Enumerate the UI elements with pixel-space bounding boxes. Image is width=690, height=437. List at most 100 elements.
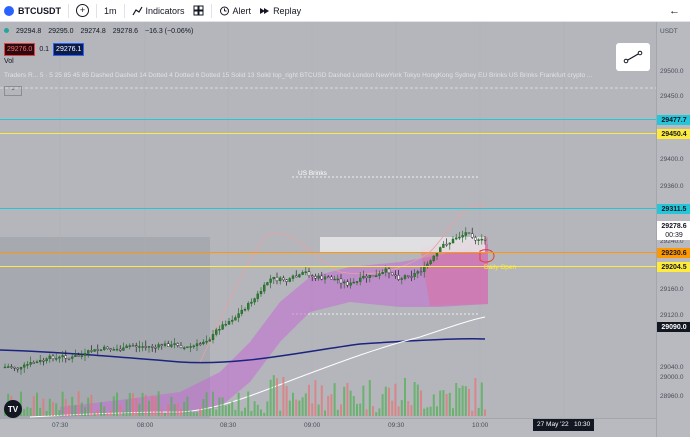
candle-body xyxy=(67,357,71,360)
templates-button[interactable] xyxy=(189,0,208,22)
candle-body xyxy=(480,238,483,241)
volume-bar xyxy=(445,393,448,416)
interval-button[interactable]: 1m xyxy=(100,0,121,22)
volume-bar xyxy=(394,383,397,416)
volume-bar xyxy=(199,407,202,416)
volume-bar xyxy=(423,408,426,416)
volume-bar xyxy=(55,403,58,416)
candle-body xyxy=(323,276,327,280)
divider xyxy=(123,3,125,18)
candle-body xyxy=(131,345,135,347)
candle-body xyxy=(423,266,426,272)
compare-button[interactable]: + xyxy=(72,0,93,22)
candle-body xyxy=(179,345,183,349)
us-brinks-label: US Brinks xyxy=(298,170,327,177)
alert-button[interactable]: Alert xyxy=(215,0,256,22)
volume-bar xyxy=(221,397,224,416)
volume-bar xyxy=(164,412,166,416)
volume-bar xyxy=(416,384,419,416)
volume-bar xyxy=(183,401,186,416)
candle-body xyxy=(48,355,51,359)
price-tick: 29000.0 xyxy=(660,374,684,381)
price-tick: 29500.0 xyxy=(660,68,684,75)
volume-bar xyxy=(336,409,339,416)
price-tag-orange: 29230.6 xyxy=(657,248,690,258)
volume-bar xyxy=(378,408,381,416)
range-box xyxy=(320,237,485,252)
candle-body xyxy=(275,276,279,282)
candle-body xyxy=(259,291,263,295)
interval-label: 1m xyxy=(104,5,117,16)
indicator-value-red: 29276.0 xyxy=(4,43,36,56)
candle-body xyxy=(189,346,192,348)
replay-button[interactable]: Replay xyxy=(255,0,305,22)
candle-body xyxy=(234,317,237,321)
candle-body xyxy=(144,346,148,348)
volume-bar xyxy=(100,402,102,416)
ohlc-change: −16.3 (−0.06%) xyxy=(145,28,194,35)
volume-bar xyxy=(343,386,346,416)
candle-body xyxy=(285,279,288,282)
volume-bar xyxy=(324,410,326,416)
volume-bar xyxy=(330,394,333,416)
collapse-legend-button[interactable]: ⌃ xyxy=(4,86,22,96)
back-button[interactable]: ← xyxy=(665,0,684,22)
volume-bar xyxy=(320,385,323,416)
volume-bar xyxy=(32,395,35,416)
candle-body xyxy=(429,260,432,265)
candle-body xyxy=(330,276,333,280)
symbol-search[interactable]: BTCUSDT xyxy=(0,0,65,22)
candle-body xyxy=(198,343,202,345)
candle-body xyxy=(224,324,228,326)
volume-bar xyxy=(458,387,461,416)
volume-bar xyxy=(228,404,230,416)
price-axis[interactable]: USDT 29500.0 29450.0 29400.0 29360.0 292… xyxy=(656,22,690,437)
volume-bar xyxy=(292,392,294,416)
volume-bar xyxy=(160,409,163,416)
volume-bar xyxy=(474,378,477,416)
traders-indicator-legend[interactable]: Traders R... 5 · 5 25 85 45 85 Dashed Da… xyxy=(4,72,644,79)
candle-body xyxy=(51,355,55,359)
volume-bar xyxy=(484,409,486,416)
volume-bar xyxy=(375,412,378,416)
candle-body xyxy=(109,348,112,350)
tradingview-logo-icon[interactable]: TV xyxy=(4,400,22,418)
candle-body xyxy=(58,356,61,359)
volume-bar xyxy=(74,405,77,416)
candle-body xyxy=(122,347,125,351)
candle-body xyxy=(298,274,301,278)
volume-bar xyxy=(119,405,122,416)
candle-body xyxy=(118,348,122,351)
candle-body xyxy=(384,268,387,273)
level-line-yellow xyxy=(0,133,656,134)
trendline-tool-button[interactable] xyxy=(616,43,650,71)
candle-body xyxy=(99,349,103,351)
price-tick: 29360.0 xyxy=(660,183,684,190)
candle-body xyxy=(154,347,157,349)
candle-body xyxy=(378,273,381,276)
candle-body xyxy=(243,309,247,311)
candlestick-series xyxy=(3,227,487,375)
candle-body xyxy=(365,276,368,278)
chart-graphics xyxy=(0,22,656,437)
volume-bar xyxy=(141,392,144,416)
volume-bar xyxy=(471,410,474,416)
daily-open-label: Daily Open xyxy=(484,264,517,271)
volume-bar xyxy=(154,397,157,416)
candle-body xyxy=(61,355,64,358)
candle-body xyxy=(471,233,474,238)
candle-body xyxy=(64,355,68,359)
volume-bar xyxy=(29,407,32,416)
volume-legend[interactable]: Vol xyxy=(4,58,14,65)
indicators-button[interactable]: Indicators xyxy=(128,0,189,22)
traders-label: Traders R... 5 · 5 25 85 45 85 Dashed Da… xyxy=(4,72,593,79)
volume-bar xyxy=(301,397,304,416)
candle-body xyxy=(343,281,346,284)
volume-bar xyxy=(208,408,211,416)
volume-bar xyxy=(372,406,374,416)
candle-body xyxy=(288,278,291,282)
volume-bar xyxy=(77,391,80,416)
volume-bar xyxy=(346,382,349,416)
candle-body xyxy=(55,358,58,360)
chart-canvas[interactable]: US Brinks Daily Open TV xyxy=(0,22,656,437)
